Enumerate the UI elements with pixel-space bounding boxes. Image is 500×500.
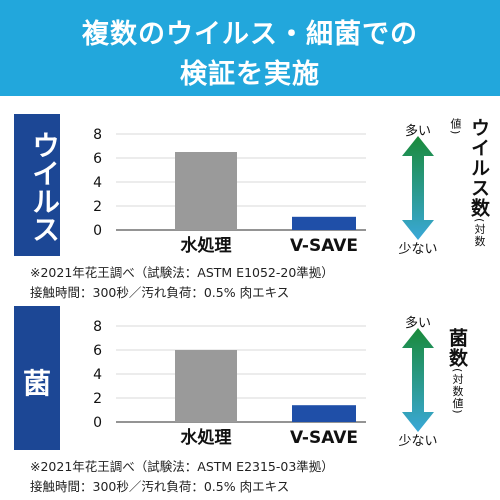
x-category-label-0: 水処理 <box>181 427 232 448</box>
bacteria-side-band: 菌 <box>14 306 60 450</box>
y-tick-label-3: 6 <box>93 151 102 167</box>
bar-1 <box>292 216 356 230</box>
virus-less-label: 少ない <box>398 242 438 257</box>
y-tick-label-4: 8 <box>93 319 102 335</box>
virus-side-label: ウイルス <box>28 131 61 243</box>
virus-metric-label: ウイルス数(対数値) <box>449 118 490 248</box>
virus-scale-arrow <box>402 136 434 240</box>
bacteria-note-line2: 接触時間：300秒／汚れ負荷：0.5% 肉エキス <box>30 479 290 494</box>
virus-note-line2: 接触時間：300秒／汚れ負荷：0.5% 肉エキス <box>30 285 290 300</box>
bacteria-note-line1: ※2021年花王調べ（試験法：ASTM E2315-03準拠） <box>30 459 334 474</box>
x-category-label-1: V-SAVE <box>290 236 358 254</box>
bacteria-less-label: 少ない <box>398 434 438 449</box>
virus-side-band: ウイルス <box>14 114 61 256</box>
y-tick-label-3: 6 <box>93 343 102 359</box>
x-category-label-1: V-SAVE <box>290 428 358 448</box>
y-tick-label-2: 4 <box>93 367 102 383</box>
virus-note-line1: ※2021年花王調べ（試験法：ASTM E1052-20準拠） <box>30 265 334 280</box>
virus-panel: ウイルス 0 2 4 6 8 水処理 V-SAVE 多い 少ない ウイルス数(対数値) ※2… <box>14 114 490 302</box>
bacteria-more-label: 多い <box>404 316 431 331</box>
y-tick-label-1: 2 <box>93 199 102 215</box>
x-category-label-0: 水処理 <box>181 235 232 254</box>
y-tick-label-4: 8 <box>93 127 102 143</box>
header-banner: 複数のウイルス・細菌での 検証を実施 <box>0 0 500 96</box>
y-tick-label-1: 2 <box>93 391 102 407</box>
virus-chart: 0 2 4 6 8 水処理 V-SAVE <box>93 127 366 254</box>
bacteria-side-label: 菌 <box>22 367 51 400</box>
bar-0 <box>175 152 237 230</box>
bacteria-metric-label: 菌数(対数値) <box>446 328 468 415</box>
page-title-line2: 検証を実施 <box>180 59 320 90</box>
bacteria-chart: 0 2 4 6 8 水処理 V-SAVE <box>93 319 366 448</box>
y-tick-label-2: 4 <box>93 175 102 191</box>
y-tick-label-0: 0 <box>93 223 102 239</box>
bacteria-panel: 菌 0 2 4 6 8 水処理 V-SAVE 多い 少ない 菌数(対数値) ※2021年花王… <box>14 306 486 500</box>
bar-0 <box>175 350 237 422</box>
virus-more-label: 多い <box>404 124 431 139</box>
bacteria-scale-arrow <box>402 328 434 432</box>
bar-1 <box>292 405 356 422</box>
page-title-line1: 複数のウイルス・細菌での <box>82 19 418 50</box>
y-tick-label-0: 0 <box>93 415 102 431</box>
